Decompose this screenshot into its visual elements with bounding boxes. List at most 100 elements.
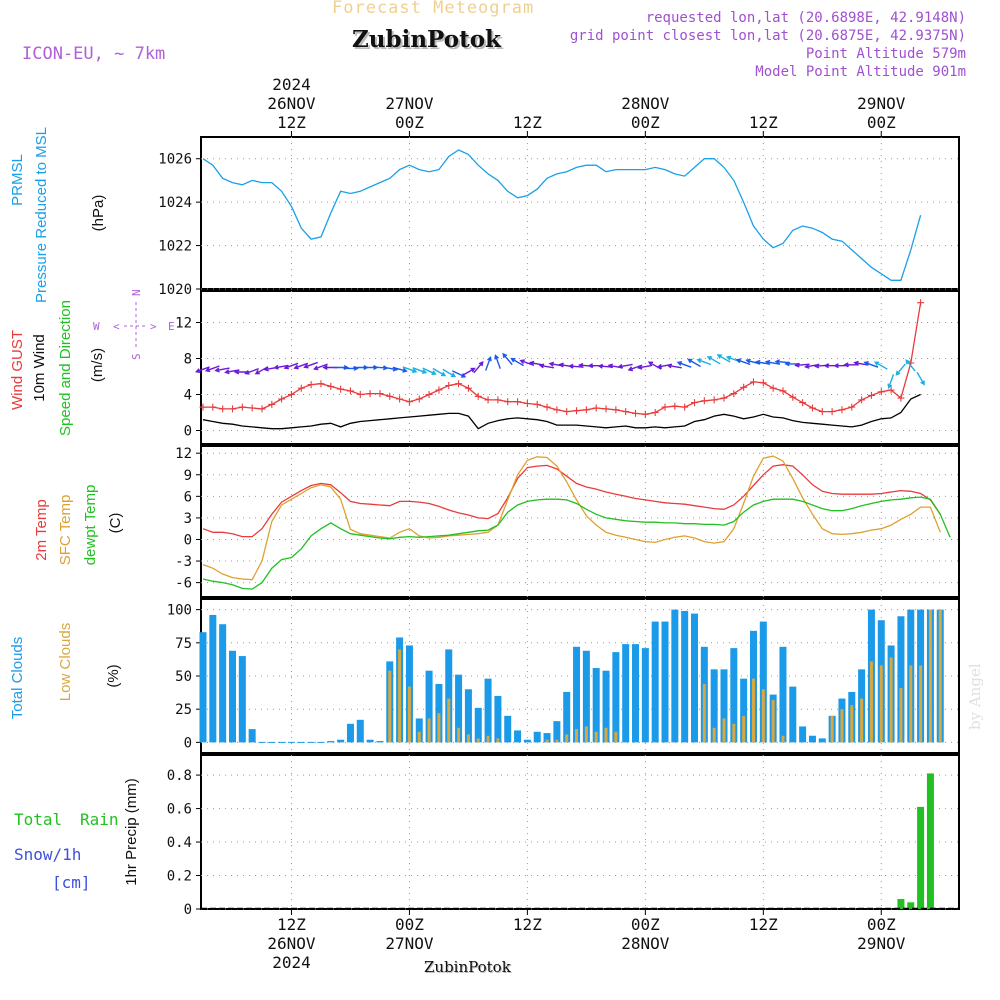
y-tick-label: 100 (167, 603, 192, 619)
y-tick-label: 8 (184, 352, 192, 368)
total-cloud-bar (582, 650, 590, 743)
low-cloud-bar (457, 727, 461, 743)
top-time-label: 27NOV (385, 94, 434, 113)
low-cloud-bar (732, 723, 736, 743)
gust-marker (248, 404, 256, 412)
low-cloud-bar (545, 739, 549, 743)
bottom-time-label: 12Z (513, 915, 542, 934)
low-cloud-bar (486, 735, 490, 743)
y-tick-label: 9 (184, 468, 192, 484)
low-cloud-bar (575, 729, 579, 743)
total-cloud-bar (523, 739, 531, 743)
gust-marker (582, 406, 590, 414)
panel-temperature: -6 -3 0 3 6 9 12 (175, 445, 960, 598)
low-cloud-bar (604, 727, 608, 743)
low-cloud-bar (860, 698, 864, 743)
y-tick-label: 3 (184, 511, 192, 527)
wind-direction-arrow (863, 361, 879, 368)
total-cloud-bar (228, 650, 236, 743)
total-cloud-bar (808, 735, 816, 743)
gust-marker (671, 402, 679, 410)
gust-marker (386, 392, 394, 400)
wind-direction-arrow (461, 367, 476, 377)
wind-direction-arrow (303, 361, 318, 369)
low-cloud-bar (555, 739, 559, 743)
wind-direction-arrow (716, 354, 731, 363)
gust-marker (445, 382, 453, 389)
gust-marker (297, 384, 305, 392)
panel-pressure: 1020 1022 1024 1026 (158, 136, 960, 298)
gust-marker (651, 409, 659, 416)
clouds-unit: (%) (105, 664, 122, 687)
gust-marker (563, 408, 571, 416)
total-cloud-bar (514, 730, 522, 743)
point-altitude: Point Altitude 579m (805, 46, 966, 62)
top-time-label: 12Z (749, 113, 778, 132)
wind-direction-arrow (764, 359, 781, 365)
rain-bar (907, 902, 915, 909)
wind-direction-arrow (873, 361, 888, 370)
gust-marker (710, 396, 718, 404)
precip-frame (200, 754, 960, 910)
temperature-frame (200, 445, 960, 598)
bottom-time-label: 28NOV (621, 934, 670, 953)
gust-marker (828, 408, 836, 416)
total-cloud-bar (366, 739, 374, 743)
compass-arrow-left: < (113, 320, 120, 333)
compass-s: S (130, 353, 143, 360)
wind-direction-arrow (510, 357, 524, 367)
gust-marker (661, 403, 669, 411)
gust-marker (730, 390, 738, 398)
total-cloud-bar (818, 738, 826, 743)
low-cloud-bar (398, 649, 402, 743)
gust-marker (425, 391, 433, 398)
total-cloud-bar (346, 723, 354, 743)
pressure-line (202, 149, 922, 281)
y-tick-label: 0.2 (167, 869, 192, 885)
gust-marker (838, 406, 846, 414)
gust-marker (435, 386, 443, 394)
gust-marker (258, 405, 266, 413)
low-cloud-bar (466, 734, 470, 743)
gust-marker (887, 386, 895, 394)
legend-snow: Snow/1h (14, 845, 81, 864)
temp-unit: (C) (107, 513, 124, 534)
y-tick-label: 25 (175, 702, 192, 718)
gust-marker (523, 400, 531, 407)
total-cloud-bar (573, 646, 581, 743)
total-cloud-bar (494, 695, 502, 743)
wind-direction-arrow (696, 358, 712, 366)
low-cloud-bar (928, 609, 932, 743)
total-cloud-bar (651, 621, 659, 743)
gust-marker (543, 403, 551, 411)
gust-marker (474, 392, 482, 400)
chart-title: Forecast Meteogram (332, 0, 535, 18)
wind-direction-arrow (422, 367, 437, 376)
gust-marker (779, 387, 787, 395)
total-cloud-bar (337, 739, 345, 743)
gust-marker (327, 382, 335, 390)
low-cloud-bar (938, 609, 942, 743)
total-cloud-bar (415, 718, 423, 743)
low-cloud-bar (712, 727, 716, 743)
wind-direction-arrow (494, 354, 501, 369)
gust-marker (740, 383, 748, 391)
wind-direction-arrow (392, 366, 408, 373)
gust-marker (278, 395, 286, 403)
gust-marker (848, 403, 856, 411)
top-time-label: 2024 (272, 75, 311, 94)
y-tick-label: 0 (184, 902, 192, 918)
gust-marker (455, 380, 463, 388)
wind-direction-arrow (432, 367, 447, 377)
pressure-label: PRMSL (9, 154, 26, 206)
wind-direction-arrow (794, 362, 810, 368)
gust-marker (238, 403, 246, 411)
gust-marker (867, 391, 875, 399)
total-cloud-bar (632, 644, 640, 743)
wind-direction-arrow (473, 361, 484, 374)
low-cloud-bar (476, 738, 480, 743)
wind-label: 10m Wind (31, 334, 48, 402)
total-cloud-bar (740, 678, 748, 743)
compass-e: E (168, 320, 175, 333)
wind-direction-arrow (887, 374, 895, 389)
